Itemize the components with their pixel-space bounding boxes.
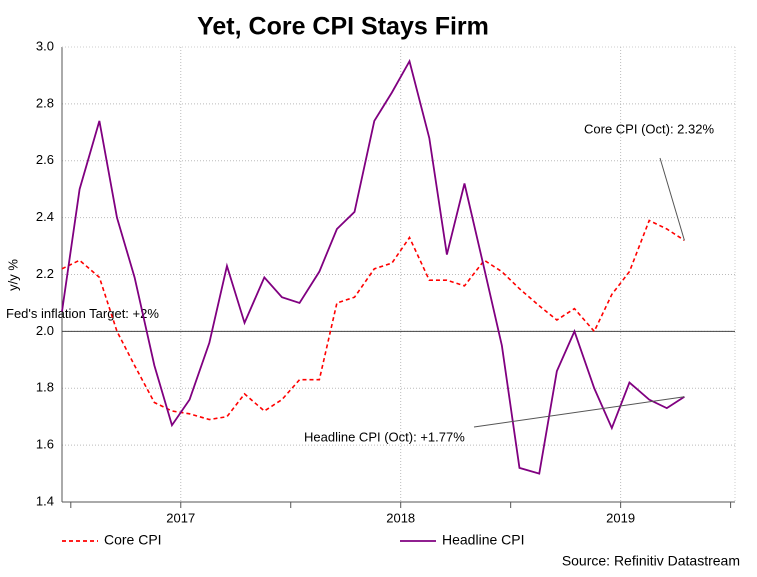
- annotation: Core CPI (Oct): 2.32%: [584, 121, 714, 136]
- reference-label: Fed's inflation Target: +2%: [6, 306, 159, 321]
- chart-title: Yet, Core CPI Stays Firm: [197, 13, 489, 41]
- legend-label: Core CPI: [104, 532, 162, 548]
- y-axis-label: y/y %: [5, 259, 20, 291]
- y-tick-label: 1.8: [36, 380, 54, 395]
- annotation: Headline CPI (Oct): +1.77%: [304, 429, 465, 444]
- y-tick-label: 2.2: [36, 266, 54, 281]
- series-line: [61, 58, 685, 475]
- x-tick-label: 2019: [606, 510, 635, 525]
- y-tick-label: 2.4: [36, 209, 54, 224]
- series-line: [61, 219, 685, 421]
- legend-label: Headline CPI: [442, 532, 525, 548]
- y-tick-label: 3.0: [36, 38, 54, 53]
- y-tick-label: 2.8: [36, 95, 54, 110]
- annotation-pointer: [659, 157, 685, 241]
- y-tick-label: 1.4: [36, 493, 54, 508]
- y-tick-label: 2.6: [36, 152, 54, 167]
- annotation-pointer: [473, 396, 685, 428]
- source: Source: Refinitiv Datastream: [562, 553, 740, 569]
- x-tick-label: 2018: [386, 510, 415, 525]
- y-tick-label: 1.6: [36, 437, 54, 452]
- x-tick-label: 2017: [166, 510, 195, 525]
- y-tick-label: 2.0: [36, 323, 54, 338]
